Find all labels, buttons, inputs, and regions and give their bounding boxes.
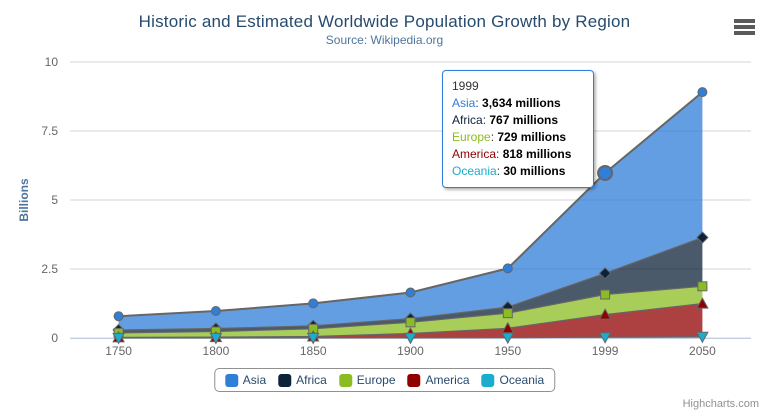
marker-asia-1999[interactable] — [597, 165, 614, 181]
tooltip-series-name: America — [452, 147, 497, 161]
marker-oceania-2050[interactable] — [696, 331, 709, 344]
legend-item-europe[interactable]: Europe — [338, 373, 396, 387]
area-africa — [118, 237, 703, 333]
legend-symbol-oceania — [481, 373, 495, 387]
legend-label: Asia — [242, 373, 267, 387]
hamburger-icon — [734, 25, 755, 29]
export-menu-button[interactable] — [731, 16, 759, 38]
tooltip-value: 3,634 millions — [482, 96, 561, 110]
tooltip-header: 1999 — [452, 79, 479, 93]
chart-title: Historic and Estimated Worldwide Populat… — [138, 12, 631, 31]
hamburger-icon — [734, 31, 755, 35]
marker-asia-1750[interactable] — [113, 311, 124, 322]
credits-link[interactable]: Highcharts.com — [682, 398, 759, 410]
legend-symbol-africa — [278, 373, 292, 387]
tooltip: 1999 Asia: 3,634 millions Africa: 767 mil… — [442, 70, 594, 188]
marker-oceania-1900[interactable] — [404, 332, 417, 345]
tooltip-separator: : — [475, 96, 483, 110]
marker-europe-1999[interactable] — [600, 289, 611, 300]
tooltip-separator: : — [496, 164, 504, 178]
tooltip-separator: : — [482, 113, 490, 127]
area-asia — [118, 92, 703, 330]
area-america — [118, 303, 703, 338]
marker-asia-1800[interactable] — [210, 306, 221, 316]
tooltip-row-america: America: 818 millions — [452, 146, 584, 163]
y-axis-label: 7.5 — [41, 124, 58, 138]
legend-symbol-europe — [338, 373, 352, 387]
x-axis-label: 1900 — [397, 344, 424, 358]
tooltip-value: 767 millions — [489, 113, 559, 127]
marker-africa-1999[interactable] — [598, 267, 612, 280]
marker-oceania-1850[interactable] — [306, 332, 320, 345]
legend-items: Asia Africa Europe America Oceania — [224, 373, 545, 387]
marker-america-1999[interactable] — [598, 308, 612, 320]
marker-asia-1900[interactable] — [405, 287, 416, 298]
marker-asia-1850[interactable] — [308, 298, 319, 309]
x-axis-label: 1800 — [203, 344, 230, 358]
tooltip-value: 818 millions — [502, 147, 572, 161]
marker-europe-1950[interactable] — [502, 308, 513, 319]
legend-label: Europe — [356, 373, 396, 387]
x-axis-label: 1750 — [105, 344, 132, 358]
tooltip-value: 30 millions — [503, 164, 566, 178]
tooltip-series-name: Oceania — [452, 164, 497, 178]
legend-label: America — [425, 373, 470, 387]
tooltip-series-name: Europe — [452, 130, 491, 144]
x-axis-label: 1850 — [300, 344, 327, 358]
marker-asia-2050[interactable] — [697, 87, 708, 98]
x-axis-label: 1950 — [494, 344, 521, 358]
tooltip-separator: : — [496, 147, 503, 161]
tooltip-series-name: Africa — [452, 113, 483, 127]
tooltip-value: 729 millions — [497, 130, 567, 144]
marker-oceania-1950[interactable] — [501, 332, 515, 345]
legend-item-africa[interactable]: Africa — [278, 373, 327, 387]
legend-item-oceania[interactable]: Oceania — [481, 373, 545, 387]
marker-america-2050[interactable] — [696, 297, 709, 309]
legend-symbol-asia — [224, 373, 238, 387]
chart-subtitle: Source: Wikipedia.org — [325, 33, 444, 47]
tooltip-row-africa: Africa: 767 millions — [452, 112, 584, 129]
y-axis-label: 5 — [51, 193, 58, 207]
legend-item-asia[interactable]: Asia — [224, 373, 267, 387]
marker-oceania-1800[interactable] — [209, 332, 223, 345]
tooltip-row-asia: Asia: 3,634 millions — [452, 95, 584, 112]
hamburger-icon — [734, 19, 755, 23]
marker-asia-1950[interactable] — [502, 263, 513, 274]
tooltip-row-oceania: Oceania: 30 millions — [452, 163, 584, 180]
y-axis-label: 10 — [45, 55, 59, 69]
marker-europe-2050[interactable] — [697, 281, 708, 292]
y-axis-title: Billions — [17, 178, 31, 222]
marker-africa-2050[interactable] — [696, 231, 709, 244]
tooltip-separator: : — [490, 130, 498, 144]
legend: Asia Africa Europe America Oceania — [213, 368, 556, 392]
x-axis-label: 1999 — [592, 344, 619, 358]
legend-item-america[interactable]: America — [407, 373, 470, 387]
marker-europe-1900[interactable] — [405, 317, 416, 328]
tooltip-row-europe: Europe: 729 millions — [452, 129, 584, 146]
marker-oceania-1750[interactable] — [112, 332, 125, 345]
legend-symbol-america — [407, 373, 421, 387]
tooltip-series-name: Asia — [452, 96, 476, 110]
x-axis-label: 2050 — [689, 344, 716, 358]
tooltip-rows: Asia: 3,634 millions Africa: 767 millions… — [452, 95, 584, 180]
legend-label: Africa — [296, 373, 327, 387]
y-axis-label: 0 — [51, 331, 58, 345]
legend-label: Oceania — [499, 373, 545, 387]
y-axis-label: 2.5 — [41, 262, 58, 276]
marker-oceania-1999[interactable] — [598, 332, 612, 344]
